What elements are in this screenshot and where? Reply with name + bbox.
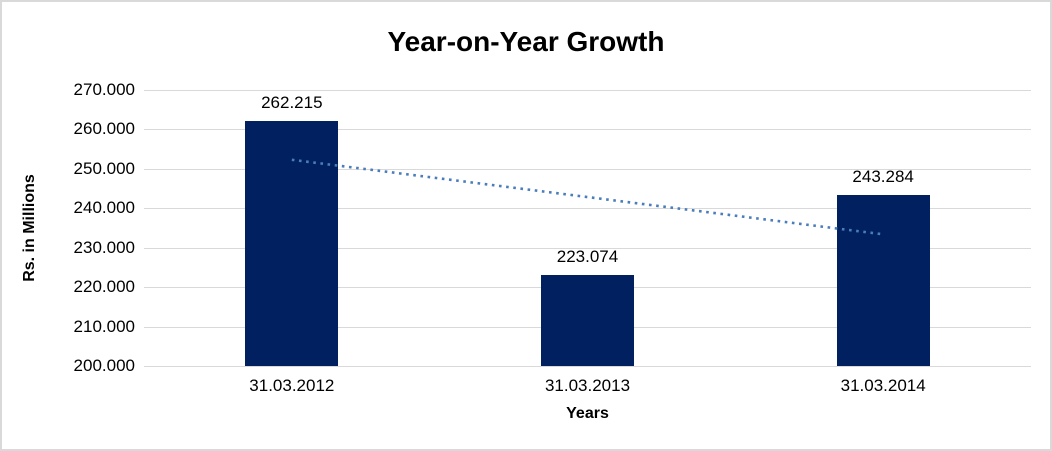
y-tick-label: 220.000 (73, 277, 135, 297)
bar-31.03.2013 (541, 275, 634, 366)
plot-area: 262.215 223.074 243.284 (144, 90, 1031, 367)
bar-value-label: 262.215 (261, 92, 323, 112)
y-tick-label: 230.000 (73, 237, 135, 257)
bar-31.03.2014 (836, 195, 930, 366)
bar-31.03.2012 (245, 120, 339, 366)
y-tick-label: 210.000 (73, 316, 135, 336)
y-tick-label: 270.000 (73, 80, 135, 99)
bar-value-label: 223.074 (556, 247, 619, 267)
chart-title: Year-on-Year Growth (387, 26, 665, 57)
bar-value-label: 243.284 (852, 167, 914, 187)
y-axis-tick-labels: 270.000 260.000 250.000 240.000 230.000 220.0… (2, 2, 135, 449)
x-tick-label: 31.03.2014 (840, 376, 926, 395)
gridline (144, 129, 1031, 131)
gridline (144, 90, 1031, 91)
y-tick-label: 240.000 (73, 198, 135, 218)
x-tick-label: 31.03.2012 (249, 376, 335, 395)
y-tick-label: 250.000 (73, 158, 135, 178)
x-axis-title: Years (566, 405, 609, 422)
y-tick-label: 200.000 (73, 356, 135, 375)
gridline (144, 247, 1031, 249)
gridline (144, 366, 1031, 367)
y-tick-label: 260.000 (73, 119, 135, 139)
x-tick-label: 31.03.2013 (544, 376, 631, 395)
trendline-segment (291, 158, 884, 236)
